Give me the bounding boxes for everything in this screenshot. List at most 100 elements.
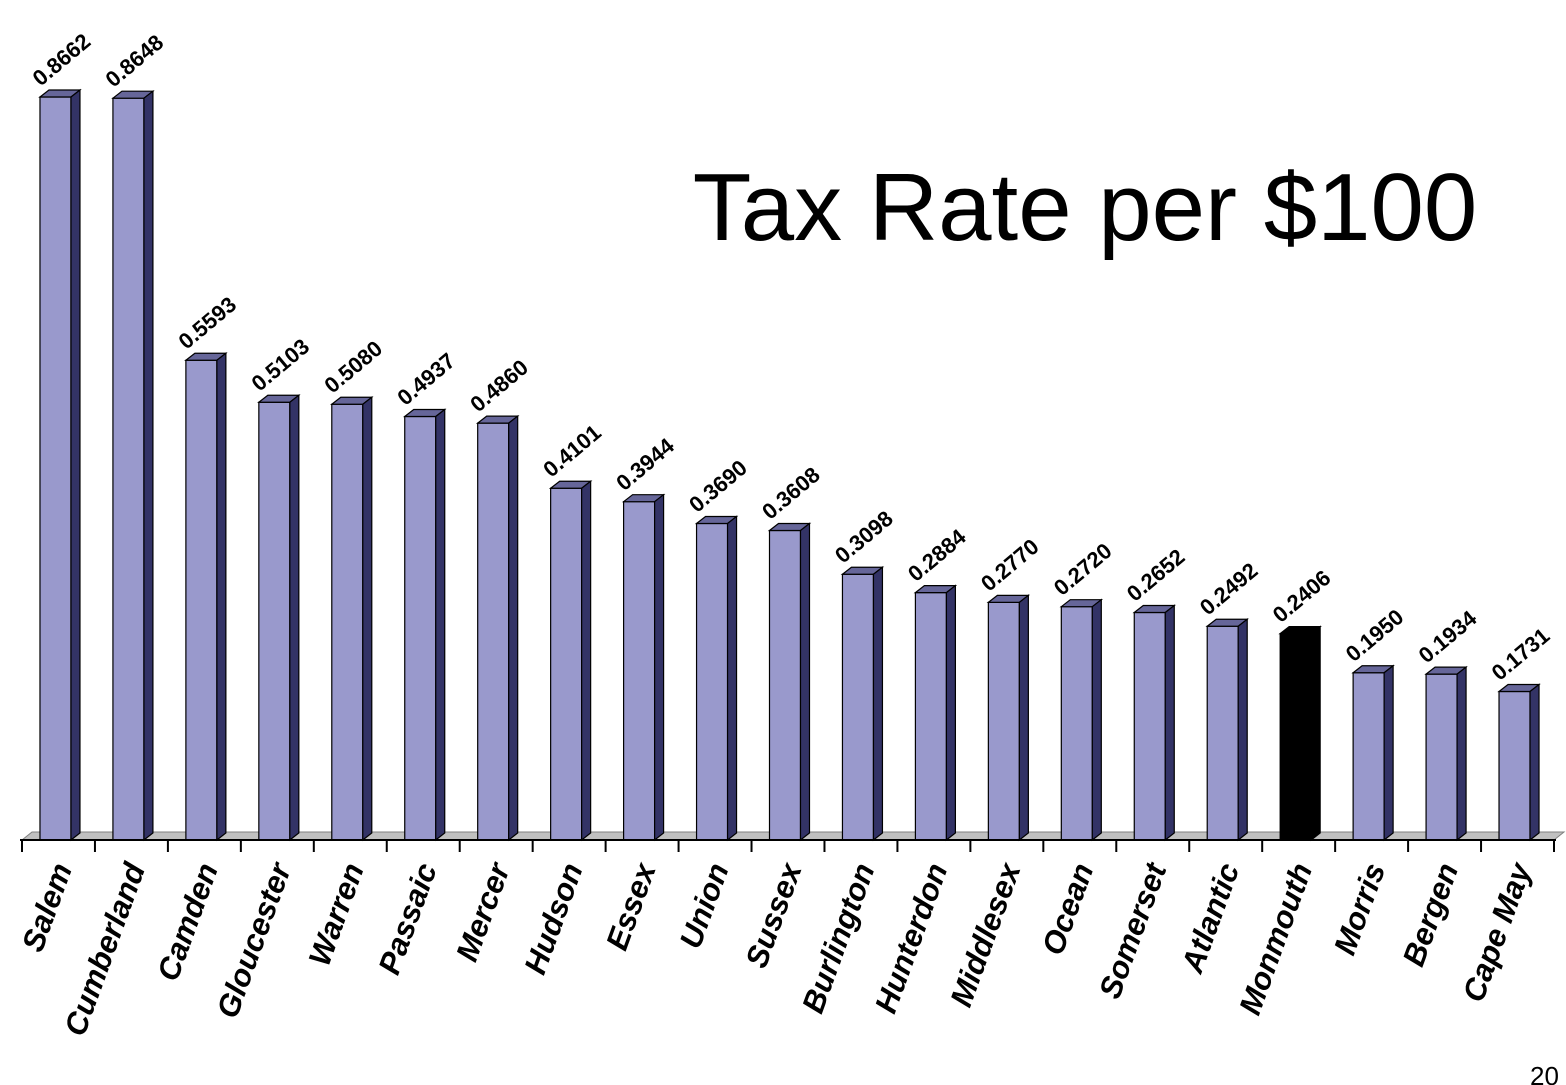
value-label: 0.5593 [174,292,242,354]
bar-essex [621,493,666,842]
value-label: 0.5080 [319,336,387,398]
bar-front [550,487,583,841]
bar-cape-may [1497,683,1541,842]
category-label: Ocean [1035,858,1100,959]
bar-bergen [1424,665,1468,842]
value-label: 0.1934 [1414,605,1482,668]
bar-front [1352,672,1385,841]
bar-front [622,501,656,841]
bar-front [185,359,218,841]
category-label: Morris [1327,858,1392,959]
bar-hudson [548,480,593,842]
value-label: 0.3944 [611,433,679,496]
category-label: Hudson [517,858,589,978]
category-label: Mercer [449,857,517,966]
value-label: 0.1731 [1487,623,1555,685]
category-label: Bergen [1396,858,1465,970]
bar-salem [38,88,82,842]
bar-atlantic [1205,618,1249,842]
bar-front [39,96,72,841]
bar-sussex [767,522,812,842]
category-label: Warren [302,858,371,970]
bar-burlington [840,566,885,842]
bar-camden [184,352,228,842]
bar-side [1164,604,1175,842]
bar-front [914,592,948,841]
category-label: Salem [15,858,79,956]
bar-side [435,408,446,842]
bar-hunterdon [913,584,958,842]
bar-ocean [1059,598,1104,842]
category-label: Monmouth [1232,858,1319,1019]
bar-side [1456,665,1467,842]
category-label: Burlington [795,858,881,1017]
value-label: 0.5103 [246,334,314,396]
bar-front [1498,690,1531,841]
bar-middlesex [986,594,1031,842]
category-label: Camden [150,858,225,985]
category-label: Passaic [371,858,443,979]
bar-union [694,515,739,842]
value-label: 0.3098 [830,506,898,568]
bar-front [1133,611,1166,841]
value-label: 0.1950 [1341,604,1409,666]
bar-side [143,89,154,842]
category-label: Middlesex [943,857,1028,1011]
bar-front [1425,673,1458,841]
bar-side [581,480,592,842]
bar-monmouth [1278,625,1322,842]
category-label: Somerset [1092,857,1174,1003]
bar-side [872,566,884,842]
category-label: Gloucester [210,857,299,1023]
value-label: 0.2770 [976,534,1044,596]
category-label: Atlantic [1174,858,1246,978]
value-label: 0.3690 [684,455,752,517]
value-label: 0.2406 [1268,565,1336,627]
value-label: 0.4937 [392,348,460,410]
bar-morris [1351,664,1395,842]
value-label: 0.2884 [903,524,971,587]
bar-somerset [1132,604,1177,842]
bar-front [331,403,364,841]
bars-group [38,88,1541,842]
bar-front [404,415,437,841]
bar-side [289,394,300,842]
bar-side [1529,683,1540,842]
bar-side [1383,664,1394,842]
bar-front [1206,625,1239,841]
bar-side [1091,598,1102,842]
category-label: Essex [599,857,663,955]
bar-front [477,422,510,841]
value-label: 0.4860 [465,355,533,417]
x-axis [20,839,1556,852]
bar-side [70,88,81,842]
category-label: Hunterdon [868,858,954,1017]
value-label: 0.3608 [757,462,825,524]
bar-side [726,515,738,842]
bar-front [112,97,145,841]
bar-side [1018,594,1029,842]
bar-front [1279,633,1312,841]
bar-front [1060,606,1093,841]
bar-side [362,396,373,842]
bar-front [841,573,875,841]
bar-front [768,529,802,841]
bar-side [1237,618,1248,842]
bar-side [945,584,957,842]
value-label: 0.4101 [538,420,606,482]
bar-front [987,601,1020,841]
bar-cumberland [111,89,155,842]
bar-side [508,414,519,842]
bar-side [1310,625,1321,842]
category-label: Cape May [1456,857,1539,1007]
bar-side [653,493,665,842]
category-label: Union [673,858,736,952]
bar-gloucester [257,394,301,842]
bar-side [799,522,811,842]
bar-mercer [475,414,520,842]
page-number: 20 [1530,1061,1559,1085]
bar-warren [330,396,374,842]
value-label: 0.8662 [28,28,96,90]
